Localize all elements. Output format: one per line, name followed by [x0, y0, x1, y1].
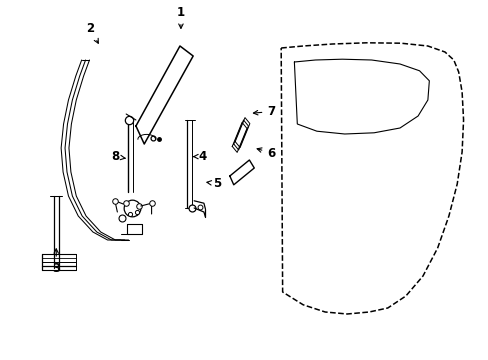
Text: 8: 8 — [111, 150, 125, 163]
Text: 5: 5 — [206, 177, 221, 190]
Text: 4: 4 — [193, 150, 206, 163]
Text: 3: 3 — [52, 249, 60, 275]
Text: 1: 1 — [177, 6, 184, 28]
Text: 2: 2 — [86, 22, 98, 43]
Text: 7: 7 — [253, 105, 275, 118]
Text: 6: 6 — [257, 147, 275, 159]
